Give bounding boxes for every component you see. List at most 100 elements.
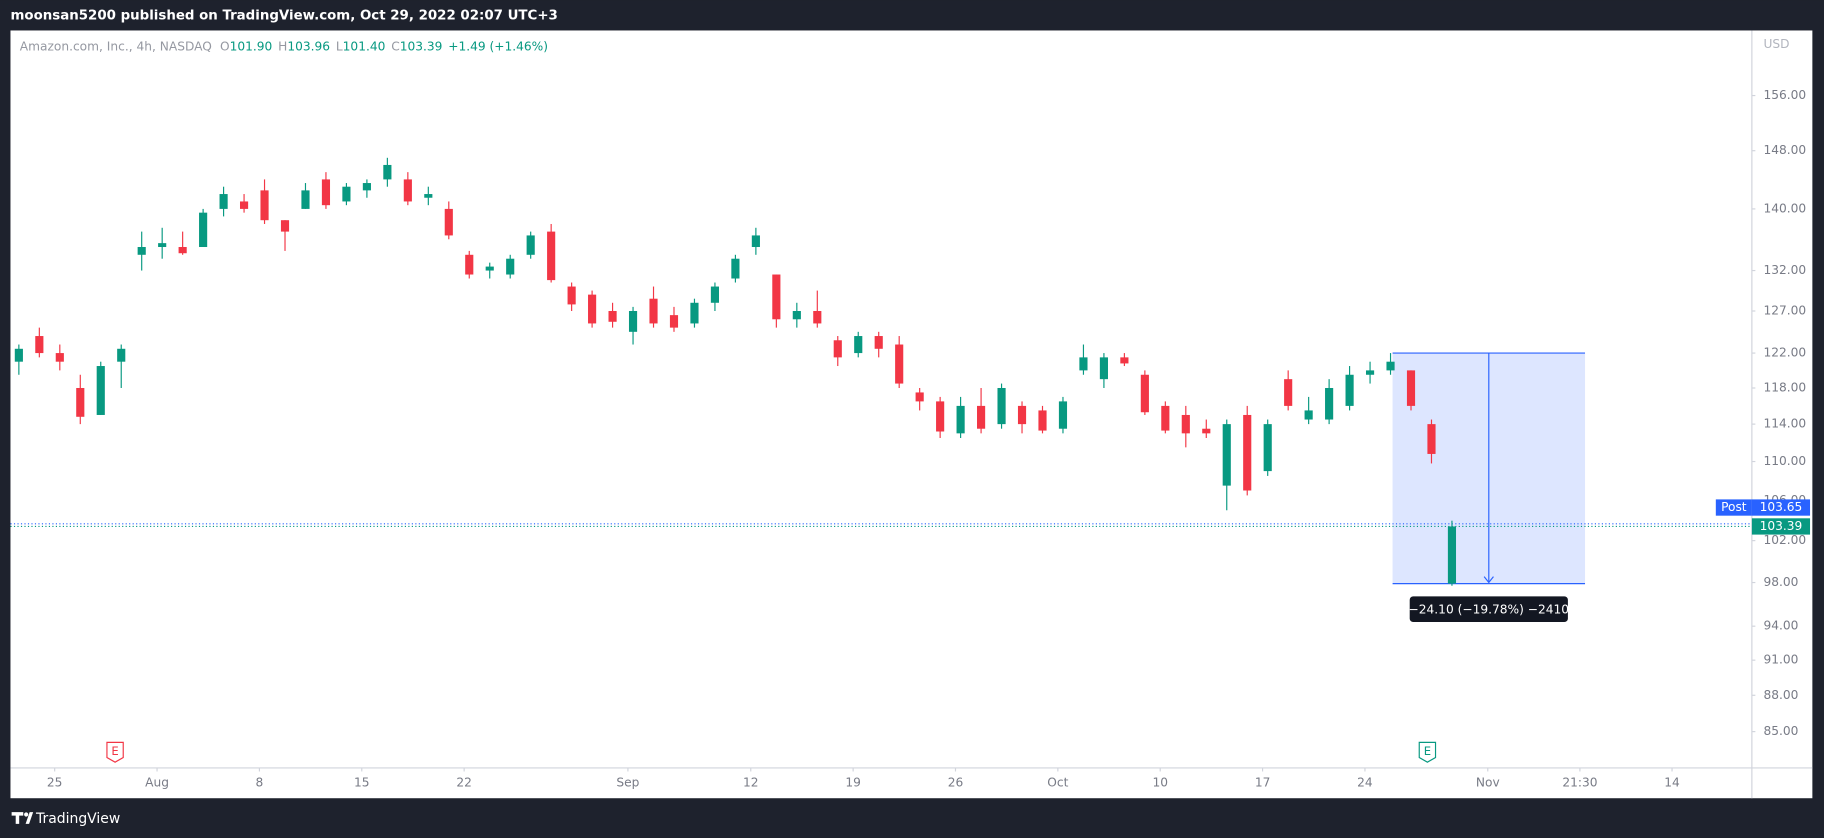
candle-body bbox=[649, 298, 658, 324]
candle-body bbox=[35, 336, 44, 354]
x-tick-label: 21:30 bbox=[1562, 776, 1597, 790]
post-label-bg bbox=[1715, 499, 1752, 516]
candle-body bbox=[1243, 414, 1252, 491]
candle-body bbox=[547, 231, 556, 281]
candle-body bbox=[690, 302, 699, 324]
candle-body bbox=[588, 294, 597, 324]
candle-body bbox=[424, 194, 433, 198]
y-tick-label: 132.00 bbox=[1764, 263, 1807, 277]
x-tick-label: 12 bbox=[743, 776, 759, 790]
event-badge bbox=[106, 741, 124, 763]
candle-body bbox=[608, 310, 617, 322]
legend-text: Amazon.com, Inc., 4h, NASDAQ O101.90 H103.… bbox=[20, 39, 548, 53]
candle-body bbox=[506, 258, 515, 275]
candle-body bbox=[1263, 424, 1272, 472]
event-badge bbox=[1418, 741, 1437, 763]
candle-body bbox=[301, 190, 310, 209]
candle-body bbox=[1406, 370, 1416, 406]
candle-body bbox=[710, 286, 720, 303]
legend-change: +1.49 (+1.46%) bbox=[448, 39, 548, 53]
candle-body bbox=[936, 401, 945, 432]
x-tick-label: 19 bbox=[845, 776, 861, 790]
candle-body bbox=[1427, 424, 1436, 454]
candle-body bbox=[1161, 405, 1170, 431]
candle-body bbox=[403, 179, 412, 202]
y-tick-label: 122.00 bbox=[1764, 346, 1807, 360]
candle-body bbox=[751, 235, 760, 248]
y-tick-label: 114.00 bbox=[1764, 417, 1807, 431]
candle-body bbox=[1325, 387, 1334, 420]
candle-body bbox=[915, 392, 924, 402]
candle-body bbox=[137, 247, 146, 255]
x-tick-label: Nov bbox=[1476, 776, 1500, 790]
candle-body bbox=[1058, 401, 1068, 429]
x-tick-label: 26 bbox=[948, 776, 964, 790]
candle-body bbox=[1222, 424, 1231, 486]
last-price-bg bbox=[1751, 518, 1811, 535]
legend-key: C bbox=[391, 39, 400, 53]
candle-body bbox=[1038, 410, 1047, 431]
legend-key: H bbox=[278, 39, 287, 53]
candle-body bbox=[239, 201, 249, 209]
y-tick-label: 98.00 bbox=[1764, 575, 1799, 589]
candle-body bbox=[485, 266, 494, 271]
y-tick-label: 148.00 bbox=[1764, 143, 1807, 157]
candle-body bbox=[199, 212, 208, 248]
candle-body bbox=[76, 387, 85, 417]
candle-body bbox=[628, 310, 638, 332]
candle-body bbox=[342, 186, 351, 202]
candle-body bbox=[874, 336, 883, 349]
candle-body bbox=[55, 353, 64, 362]
brand-logo bbox=[11, 812, 34, 824]
post-value: 103.65 bbox=[1760, 500, 1803, 514]
x-tick-label: 8 bbox=[256, 776, 264, 790]
candle-body bbox=[1386, 361, 1395, 371]
candle-body bbox=[997, 387, 1006, 425]
event-label: E bbox=[1424, 744, 1431, 758]
candle-body bbox=[772, 274, 781, 320]
candle-body bbox=[854, 336, 863, 354]
candle-body bbox=[813, 310, 822, 324]
brand-name: TradingView bbox=[35, 811, 120, 827]
legend-value: 103.96 bbox=[287, 39, 330, 53]
candle-body bbox=[280, 220, 290, 232]
candle-body bbox=[219, 194, 228, 209]
candle-body bbox=[669, 315, 679, 328]
candle-body bbox=[14, 348, 23, 362]
legend-value: 103.39 bbox=[400, 39, 443, 53]
x-tick-label: 15 bbox=[354, 776, 370, 790]
candle-body bbox=[731, 258, 740, 279]
y-tick-label: 110.00 bbox=[1764, 454, 1807, 468]
x-tick-label: Aug bbox=[145, 776, 169, 790]
candle-body bbox=[1017, 405, 1027, 425]
candle-body bbox=[362, 183, 371, 191]
candle-body bbox=[1345, 374, 1354, 406]
y-tick-label: 94.00 bbox=[1764, 619, 1799, 633]
candle-body bbox=[321, 179, 331, 206]
y-tick-label: 85.00 bbox=[1764, 724, 1799, 738]
candle-body bbox=[465, 254, 474, 275]
y-tick-label: 91.00 bbox=[1764, 653, 1799, 667]
chart-area bbox=[10, 30, 1813, 799]
candle-body bbox=[1447, 526, 1457, 584]
x-tick-label: 24 bbox=[1357, 776, 1373, 790]
publisher-line: moonsan5200 published on TradingView.com… bbox=[10, 8, 557, 23]
candle-body bbox=[956, 405, 965, 434]
x-tick-label: 14 bbox=[1664, 776, 1680, 790]
candle-body bbox=[260, 190, 269, 221]
candle-body bbox=[383, 164, 392, 180]
candle-body bbox=[833, 340, 842, 358]
measure-tooltip: −24.10 (−19.78%) −2410 bbox=[1409, 602, 1569, 616]
candle-body bbox=[977, 405, 986, 429]
legend-symbol: Amazon.com, Inc., 4h, NASDAQ bbox=[20, 39, 212, 53]
candle-body bbox=[526, 235, 535, 255]
y-tick-label: 140.00 bbox=[1764, 201, 1807, 215]
post-label: Post bbox=[1721, 500, 1747, 514]
y-tick-label: 88.00 bbox=[1764, 688, 1799, 702]
x-tick-label: Oct bbox=[1047, 776, 1068, 790]
x-tick-label: 17 bbox=[1255, 776, 1271, 790]
y-tick-label: 102.00 bbox=[1764, 533, 1807, 547]
measure-arrowhead bbox=[1483, 576, 1494, 584]
